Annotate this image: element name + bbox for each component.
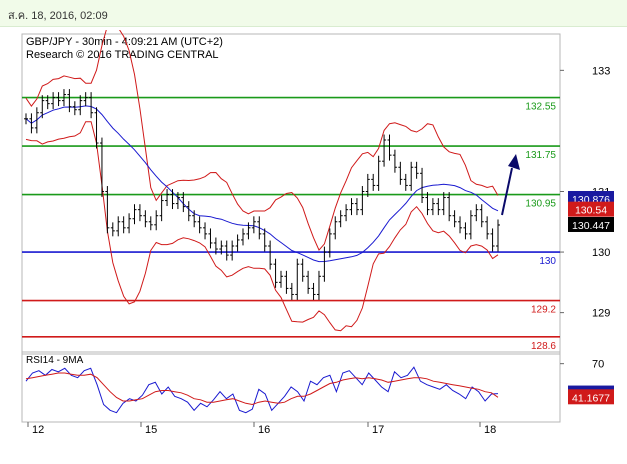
timestamp: ส.ค. 18, 2016, 02:09 (8, 10, 108, 22)
rsi-title: RSI14 - 9MA (26, 355, 84, 366)
arrow-head (508, 154, 520, 171)
price-marker (568, 201, 614, 217)
x-tick-label: 16 (258, 424, 270, 436)
level-label: 132.55 (525, 102, 556, 113)
y-tick-label: 129 (592, 308, 610, 320)
x-tick-label: 12 (32, 424, 44, 436)
x-tick-label: 17 (372, 424, 384, 436)
y-tick-label: 130 (592, 247, 610, 259)
price-marker-label: 130.54 (575, 205, 607, 217)
x-tick-label: 15 (145, 424, 157, 436)
x-tick-label: 18 (484, 424, 496, 436)
bollinger-upper (25, 19, 499, 252)
price-marker (568, 216, 614, 232)
rsi-panel (21, 351, 561, 423)
chart-title: GBP/JPY - 30min - 4:09:21 AM (UTC+2) (26, 36, 223, 48)
projection-arrow (501, 167, 513, 216)
rsi-line (25, 366, 499, 414)
bollinger-lower (25, 121, 499, 332)
chart-frame: GBP/JPY - 30min - 4:09:21 AM (UTC+2) Res… (0, 19, 627, 459)
top-bar: ส.ค. 18, 2016, 02:09 (0, 0, 627, 27)
level-label: 128.6 (531, 341, 556, 352)
level-label: 131.75 (525, 150, 556, 161)
rsi-ma-line (25, 372, 499, 406)
level-label: 130.95 (525, 199, 556, 210)
rsi-ma-marker (568, 389, 614, 405)
rsi-ma-label: 41.1677 (572, 392, 610, 404)
price-marker-label: 130.447 (572, 220, 610, 232)
price-chart: GBP/JPY - 30min - 4:09:21 AM (UTC+2) Res… (21, 19, 614, 436)
y-tick-label: 133 (592, 65, 610, 77)
rsi-tick-label: 70 (592, 359, 604, 371)
chart-subtitle: Research © 2016 TRADING CENTRAL (26, 49, 219, 61)
level-label: 129.2 (531, 305, 556, 316)
moving-average (25, 105, 499, 263)
level-label: 130 (539, 256, 556, 267)
